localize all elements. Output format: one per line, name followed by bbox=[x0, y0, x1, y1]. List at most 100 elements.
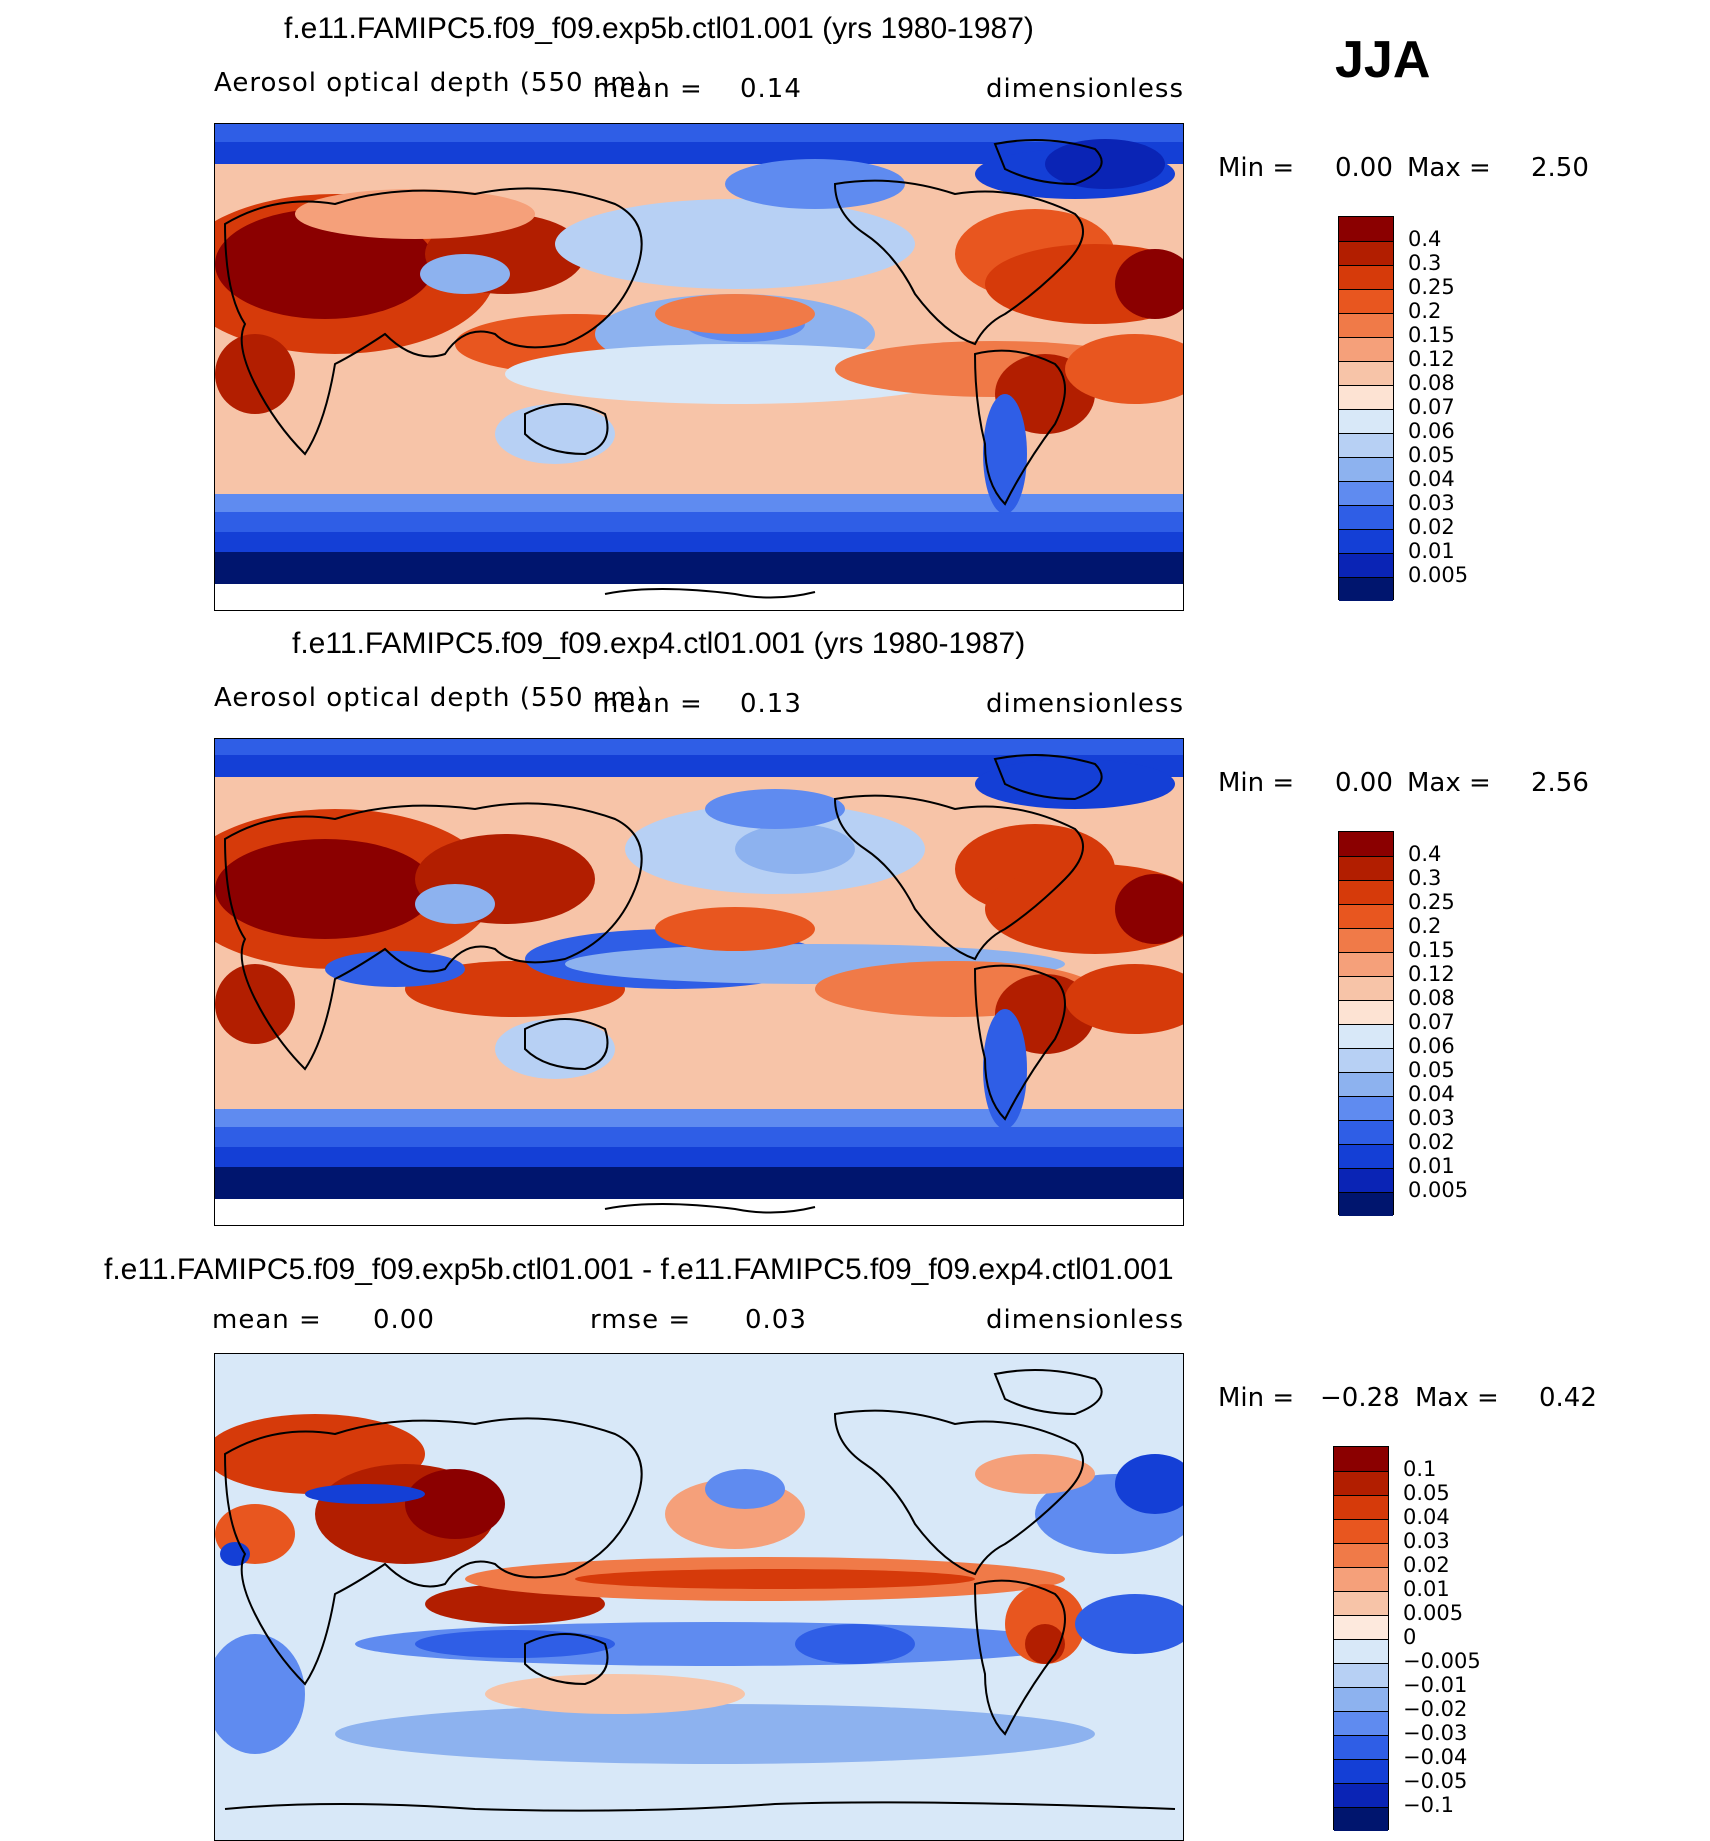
colorbar-segment bbox=[1339, 880, 1393, 904]
colorbar-segment bbox=[1339, 1072, 1393, 1096]
colorbar-tick-label: −0.1 bbox=[1403, 1793, 1454, 1817]
panel3-rmse-label: rmse = bbox=[590, 1305, 692, 1335]
panel1-min-value: 0.00 bbox=[1335, 153, 1393, 183]
colorbar-tick-label: 0.12 bbox=[1408, 962, 1455, 986]
colorbar-tick-label: 0.04 bbox=[1403, 1505, 1450, 1529]
panel2-colorbar bbox=[1338, 831, 1394, 1216]
panel3-max-label: Max = bbox=[1415, 1383, 1499, 1413]
panel1-units: dimensionless bbox=[986, 74, 1184, 104]
colorbar-tick-label: 0.1 bbox=[1403, 1457, 1437, 1481]
colorbar-tick-label: 0.02 bbox=[1403, 1553, 1450, 1577]
panel1-map bbox=[214, 123, 1184, 611]
colorbar-segment bbox=[1339, 1024, 1393, 1048]
colorbar-tick-label: 0.12 bbox=[1408, 347, 1455, 371]
panel3-max-value: 0.42 bbox=[1539, 1383, 1597, 1413]
colorbar-tick-label: 0.06 bbox=[1408, 419, 1455, 443]
colorbar-segment bbox=[1334, 1639, 1388, 1663]
colorbar-segment bbox=[1339, 481, 1393, 505]
colorbar-segment bbox=[1339, 1000, 1393, 1024]
panel3-mean-value: 0.00 bbox=[373, 1305, 435, 1335]
panel1-max-value: 2.50 bbox=[1531, 153, 1589, 183]
colorbar-tick-label: 0.2 bbox=[1408, 914, 1442, 938]
panel1-min-label: Min = bbox=[1218, 153, 1295, 183]
panel2-map bbox=[214, 738, 1184, 1226]
colorbar-tick-label: 0.03 bbox=[1408, 491, 1455, 515]
panel1-mean-label: mean = bbox=[593, 74, 703, 104]
panel3-mean-label: mean = bbox=[212, 1305, 322, 1335]
colorbar-tick-label: 0.3 bbox=[1408, 866, 1442, 890]
colorbar-tick-label: 0.07 bbox=[1408, 1010, 1455, 1034]
colorbar-segment bbox=[1334, 1735, 1388, 1759]
panel3-map bbox=[214, 1353, 1184, 1841]
colorbar-segment bbox=[1339, 577, 1393, 601]
colorbar-segment bbox=[1339, 409, 1393, 433]
colorbar-segment bbox=[1334, 1759, 1388, 1783]
panel2-min-label: Min = bbox=[1218, 768, 1295, 798]
colorbar-tick-label: 0.06 bbox=[1408, 1034, 1455, 1058]
panel3-title: f.e11.FAMIPC5.f09_f09.exp5b.ctl01.001 - … bbox=[104, 1253, 1174, 1286]
colorbar-tick-label: 0.4 bbox=[1408, 842, 1442, 866]
colorbar-tick-label: 0.25 bbox=[1408, 275, 1455, 299]
panel3-min-value: −0.28 bbox=[1320, 1383, 1400, 1413]
panel1-variable: Aerosol optical depth (550 nm) bbox=[214, 68, 648, 98]
colorbar-tick-label: 0.08 bbox=[1408, 986, 1455, 1010]
colorbar-segment bbox=[1334, 1447, 1388, 1471]
colorbar-tick-label: −0.02 bbox=[1403, 1697, 1468, 1721]
colorbar-tick-label: 0.01 bbox=[1408, 1154, 1455, 1178]
colorbar-tick-label: 0.02 bbox=[1408, 515, 1455, 539]
colorbar-segment bbox=[1339, 1144, 1393, 1168]
colorbar-tick-label: 0.05 bbox=[1408, 443, 1455, 467]
panel1-title: f.e11.FAMIPC5.f09_f09.exp5b.ctl01.001 (y… bbox=[284, 12, 1034, 45]
panel2-mean-label: mean = bbox=[593, 689, 703, 719]
colorbar-tick-label: 0.005 bbox=[1408, 563, 1469, 587]
colorbar-tick-label: −0.01 bbox=[1403, 1673, 1468, 1697]
panel3-units: dimensionless bbox=[986, 1305, 1184, 1335]
colorbar-segment bbox=[1334, 1783, 1388, 1807]
panel2-min-value: 0.00 bbox=[1335, 768, 1393, 798]
colorbar-segment bbox=[1339, 928, 1393, 952]
colorbar-segment bbox=[1339, 1048, 1393, 1072]
colorbar-segment bbox=[1339, 289, 1393, 313]
colorbar-tick-label: 0.04 bbox=[1408, 1082, 1455, 1106]
panel2-mean-value: 0.13 bbox=[740, 689, 802, 719]
colorbar-segment bbox=[1339, 976, 1393, 1000]
season-label: JJA bbox=[1335, 31, 1431, 89]
colorbar-segment bbox=[1339, 832, 1393, 856]
colorbar-segment bbox=[1339, 529, 1393, 553]
colorbar-segment bbox=[1339, 265, 1393, 289]
colorbar-segment bbox=[1339, 1096, 1393, 1120]
colorbar-segment bbox=[1339, 433, 1393, 457]
colorbar-segment bbox=[1334, 1807, 1388, 1831]
colorbar-segment bbox=[1334, 1519, 1388, 1543]
panel2-max-label: Max = bbox=[1407, 768, 1491, 798]
colorbar-segment bbox=[1339, 313, 1393, 337]
panel1-mean-value: 0.14 bbox=[740, 74, 802, 104]
panel1-colorbar bbox=[1338, 216, 1394, 601]
colorbar-tick-label: 0.005 bbox=[1403, 1601, 1464, 1625]
colorbar-segment bbox=[1339, 553, 1393, 577]
colorbar-segment bbox=[1339, 241, 1393, 265]
colorbar-tick-label: 0.25 bbox=[1408, 890, 1455, 914]
colorbar-tick-label: 0.02 bbox=[1408, 1130, 1455, 1154]
colorbar-segment bbox=[1334, 1567, 1388, 1591]
colorbar-tick-label: 0.05 bbox=[1403, 1481, 1450, 1505]
colorbar-segment bbox=[1339, 217, 1393, 241]
colorbar-tick-label: 0.03 bbox=[1403, 1529, 1450, 1553]
colorbar-segment bbox=[1339, 1120, 1393, 1144]
colorbar-segment bbox=[1334, 1687, 1388, 1711]
panel2-title: f.e11.FAMIPC5.f09_f09.exp4.ctl01.001 (yr… bbox=[292, 627, 1026, 660]
colorbar-tick-label: 0 bbox=[1403, 1625, 1417, 1649]
panel2-variable: Aerosol optical depth (550 nm) bbox=[214, 683, 648, 713]
colorbar-segment bbox=[1339, 856, 1393, 880]
colorbar-tick-label: 0.05 bbox=[1408, 1058, 1455, 1082]
colorbar-segment bbox=[1334, 1615, 1388, 1639]
colorbar-tick-label: 0.07 bbox=[1408, 395, 1455, 419]
colorbar-segment bbox=[1339, 361, 1393, 385]
colorbar-tick-label: 0.01 bbox=[1408, 539, 1455, 563]
colorbar-segment bbox=[1334, 1711, 1388, 1735]
colorbar-tick-label: 0.03 bbox=[1408, 1106, 1455, 1130]
panel3-min-label: Min = bbox=[1218, 1383, 1295, 1413]
panel2-max-value: 2.56 bbox=[1531, 768, 1589, 798]
colorbar-tick-label: −0.04 bbox=[1403, 1745, 1468, 1769]
colorbar-tick-label: 0.2 bbox=[1408, 299, 1442, 323]
